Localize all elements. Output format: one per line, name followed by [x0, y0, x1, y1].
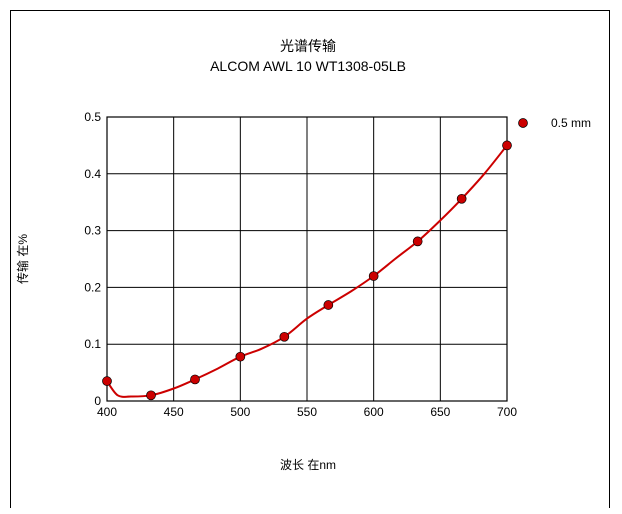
x-tick-label: 550: [297, 405, 317, 419]
data-point: [323, 300, 334, 310]
y-tick-label: 0.1: [84, 337, 101, 351]
data-point: [190, 374, 200, 385]
legend-label: 0.5 mm: [551, 116, 591, 130]
chart-subtitle: ALCOM AWL 10 WT1308-05LB: [210, 58, 406, 74]
x-tick-label: 650: [430, 405, 450, 419]
x-tick-label: 700: [497, 405, 517, 419]
legend-marker: [518, 118, 528, 128]
x-tick-label: 600: [364, 405, 384, 419]
data-point: [235, 351, 246, 362]
x-tick-label: 450: [164, 405, 184, 419]
data-point: [368, 271, 379, 281]
plot-area: [106, 116, 508, 402]
y-axis-label: 传输 在%: [15, 234, 30, 284]
data-point: [502, 140, 512, 151]
chart-frame: 光谱传输 ALCOM AWL 10 WT1308-05LB 波长 在nm 传输 …: [10, 10, 610, 508]
x-axis-label: 波长 在nm: [280, 458, 336, 472]
data-point: [146, 390, 156, 401]
data-point: [412, 236, 423, 247]
data-point: [102, 376, 112, 386]
data-point: [456, 193, 467, 204]
y-tick-label: 0.5: [84, 110, 101, 124]
chart-title: 光谱传输: [280, 38, 336, 54]
y-tick-label: 0.3: [84, 224, 101, 238]
x-tick-label: 400: [97, 405, 117, 419]
spectral-transmission-chart: 光谱传输 ALCOM AWL 10 WT1308-05LB 波长 在nm 传输 …: [15, 38, 591, 472]
y-tick-label: 0.4: [84, 167, 101, 181]
y-tick-label: 0.2: [84, 280, 101, 294]
data-point: [279, 331, 290, 342]
y-tick-label: 0: [94, 394, 101, 408]
x-tick-label: 500: [230, 405, 250, 419]
